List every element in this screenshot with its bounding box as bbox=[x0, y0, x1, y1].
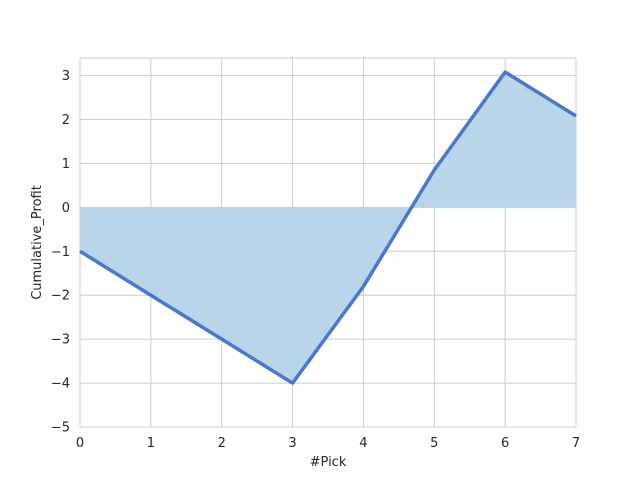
x-tick-label: 0 bbox=[76, 436, 84, 451]
x-tick-label: 5 bbox=[430, 436, 438, 451]
line-layer bbox=[79, 70, 577, 385]
y-tick-label: 1 bbox=[62, 157, 70, 172]
x-tick-label: 2 bbox=[218, 436, 226, 451]
y-tick-label: −3 bbox=[51, 333, 70, 348]
y-tick-label: −2 bbox=[51, 289, 70, 304]
series-line bbox=[79, 70, 577, 385]
y-tick-label: 2 bbox=[62, 113, 70, 128]
x-axis-label: #Pick bbox=[310, 455, 347, 470]
x-tick-label: 3 bbox=[288, 436, 296, 451]
tick-labels: 0 1 2 3 4 5 6 7 −5 −4 −3 −2 −1 0 1 2 3 bbox=[51, 69, 580, 451]
y-tick-label: −1 bbox=[51, 245, 70, 260]
x-tick-label: 7 bbox=[572, 436, 580, 451]
y-axis-label: Cumulative_Profit bbox=[30, 185, 45, 300]
area-fill bbox=[80, 72, 576, 384]
y-tick-label: 0 bbox=[62, 201, 70, 216]
y-tick-label: 3 bbox=[62, 69, 70, 84]
x-tick-label: 4 bbox=[359, 436, 367, 451]
x-tick-label: 1 bbox=[147, 436, 155, 451]
area-layer bbox=[80, 72, 576, 384]
y-tick-label: −4 bbox=[51, 377, 70, 392]
y-tick-label: −5 bbox=[51, 421, 70, 436]
x-tick-label: 6 bbox=[501, 436, 509, 451]
